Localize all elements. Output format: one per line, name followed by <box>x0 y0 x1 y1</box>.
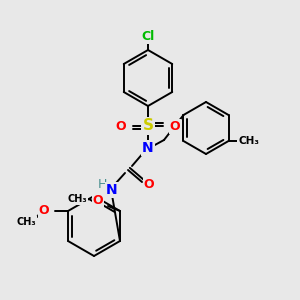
Text: CH₃: CH₃ <box>16 217 36 227</box>
Text: H: H <box>97 178 107 190</box>
Text: CH₃: CH₃ <box>238 136 259 146</box>
Text: N: N <box>106 183 118 197</box>
Text: O: O <box>170 119 180 133</box>
Text: S: S <box>142 118 154 134</box>
Text: O: O <box>144 178 154 190</box>
Text: N: N <box>142 141 154 155</box>
Text: Cl: Cl <box>141 29 154 43</box>
Text: O: O <box>39 205 49 218</box>
Text: O: O <box>116 119 126 133</box>
Text: O: O <box>93 194 103 208</box>
Text: CH₃: CH₃ <box>67 194 87 204</box>
